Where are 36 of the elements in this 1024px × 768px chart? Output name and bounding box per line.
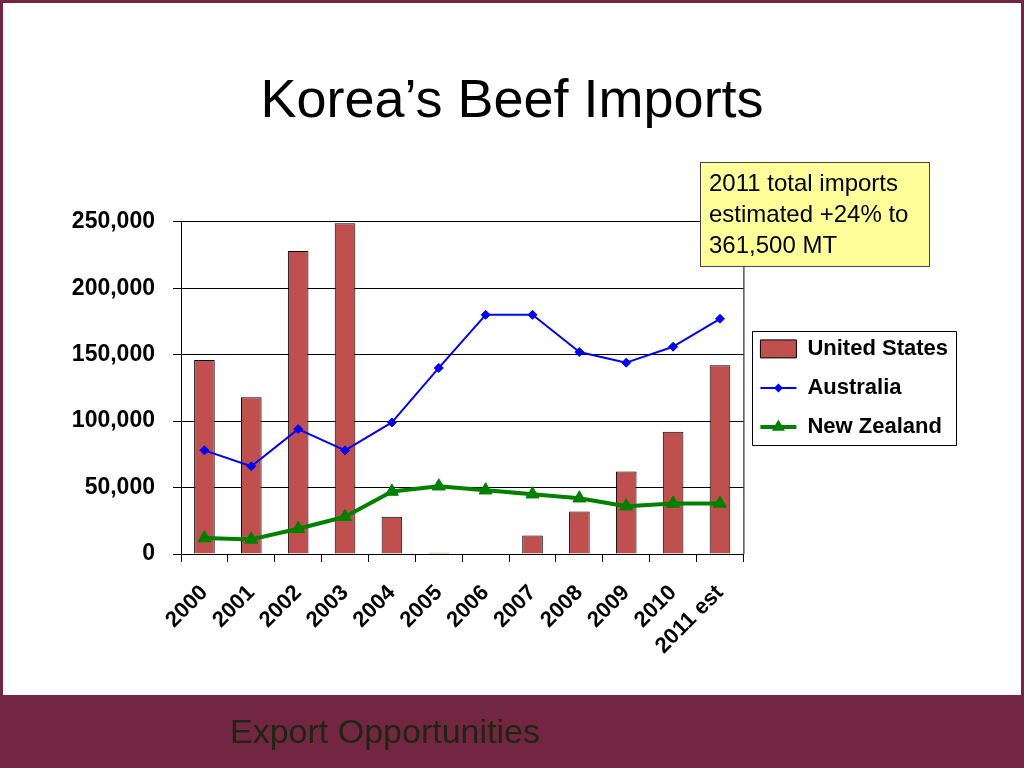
point: [386, 417, 397, 428]
point: [525, 486, 540, 499]
point: [478, 482, 493, 495]
y-tick-label: 250,000: [71, 207, 155, 234]
point: [293, 424, 304, 435]
point: [668, 341, 679, 352]
point: [291, 520, 306, 533]
point: [199, 445, 210, 456]
point: [574, 347, 585, 358]
point: [244, 531, 259, 544]
y-tick-label: 150,000: [71, 340, 155, 367]
point: [431, 478, 446, 491]
point: [433, 362, 444, 373]
point: [480, 309, 491, 320]
chart-title: Korea’s Beef Imports: [259, 67, 765, 130]
y-tick-label: 100,000: [71, 406, 155, 433]
point: [621, 357, 632, 368]
point: [197, 530, 212, 543]
point: [714, 313, 725, 324]
point: [572, 490, 587, 503]
text: Export Opportunities: [230, 712, 540, 751]
y-tick-label: 200,000: [71, 273, 155, 300]
legend-label: New Zealand: [807, 412, 942, 438]
legend-label: United States: [807, 334, 949, 360]
point: [619, 498, 634, 511]
y-tick-label: 0: [142, 539, 155, 566]
point: [527, 309, 538, 320]
point: [666, 495, 681, 508]
legend-label: Australia: [807, 373, 903, 399]
y-tick-label: 50,000: [84, 472, 155, 499]
point: [338, 508, 353, 522]
point: [340, 445, 351, 456]
point: [384, 483, 399, 496]
annotation: 2011 total imports estimated +24% to 361,500 MT: [700, 162, 930, 267]
point: [712, 495, 727, 508]
point: [246, 461, 257, 472]
